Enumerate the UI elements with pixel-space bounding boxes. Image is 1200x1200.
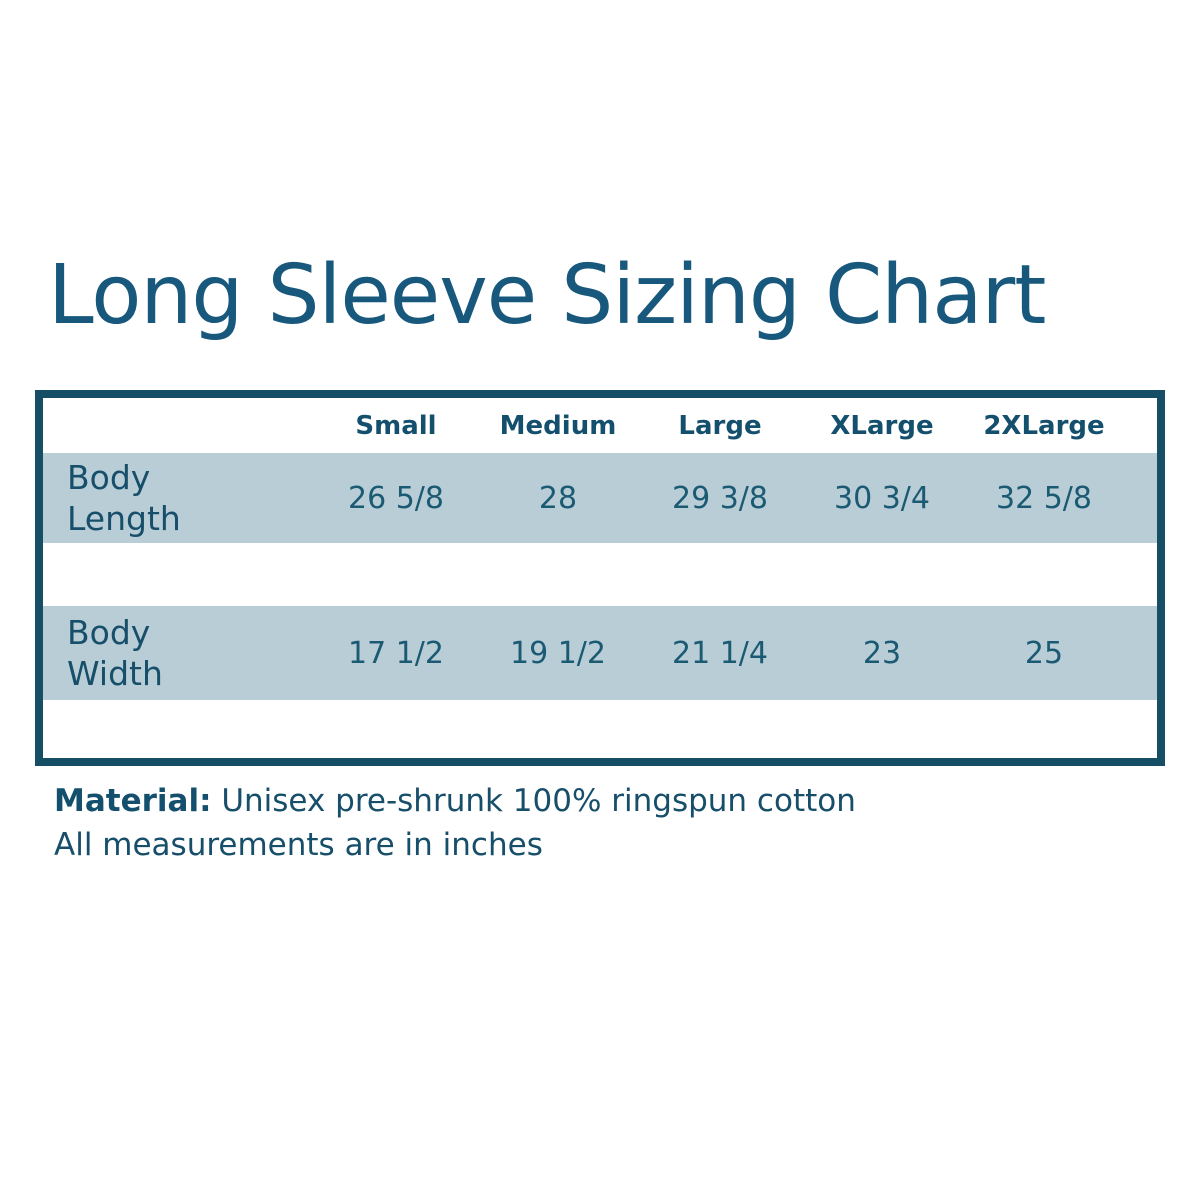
row-spacer bbox=[43, 543, 1157, 606]
material-text: Unisex pre-shrunk 100% ringspun cotton bbox=[211, 783, 856, 819]
table-row-body-width: Body Width 17 1/2 19 1/2 21 1/4 23 25 bbox=[43, 606, 1157, 700]
column-header-2xlarge: 2XLarge bbox=[983, 410, 1105, 441]
sizing-table: Small Medium Large XLarge 2XLarge Body L… bbox=[35, 390, 1165, 766]
body-width-xlarge-value: 23 bbox=[862, 635, 902, 671]
table-row-body-length: Body Length 26 5/8 28 29 3/8 30 3/4 32 5… bbox=[43, 453, 1157, 543]
body-width-small-value: 17 1/2 bbox=[348, 635, 444, 671]
body-width-medium-value: 19 1/2 bbox=[510, 635, 606, 671]
body-length-2xlarge-value: 32 5/8 bbox=[996, 480, 1092, 516]
body-width-large-value: 21 1/4 bbox=[672, 635, 768, 671]
material-line: Material: Unisex pre-shrunk 100% ringspu… bbox=[54, 779, 856, 823]
row-label-body-width: Body Width bbox=[67, 612, 163, 693]
footer-notes: Material: Unisex pre-shrunk 100% ringspu… bbox=[54, 779, 856, 867]
column-header-medium: Medium bbox=[499, 410, 617, 441]
column-header-xlarge: XLarge bbox=[830, 410, 934, 441]
body-length-large-value: 29 3/8 bbox=[672, 480, 768, 516]
body-length-xlarge-value: 30 3/4 bbox=[834, 480, 930, 516]
measurements-note: All measurements are in inches bbox=[54, 827, 543, 864]
page-title: Long Sleeve Sizing Chart bbox=[48, 248, 1046, 343]
material-label: Material: bbox=[54, 783, 212, 819]
column-header-large: Large bbox=[678, 410, 762, 441]
bottom-spacer bbox=[43, 700, 1157, 758]
body-width-2xlarge-value: 25 bbox=[1024, 635, 1064, 671]
row-label-body-length: Body Length bbox=[67, 457, 181, 538]
body-length-medium-value: 28 bbox=[538, 480, 578, 516]
column-header-small: Small bbox=[355, 410, 437, 441]
body-length-small-value: 26 5/8 bbox=[348, 480, 444, 516]
table-header-row: Small Medium Large XLarge 2XLarge bbox=[43, 398, 1157, 453]
